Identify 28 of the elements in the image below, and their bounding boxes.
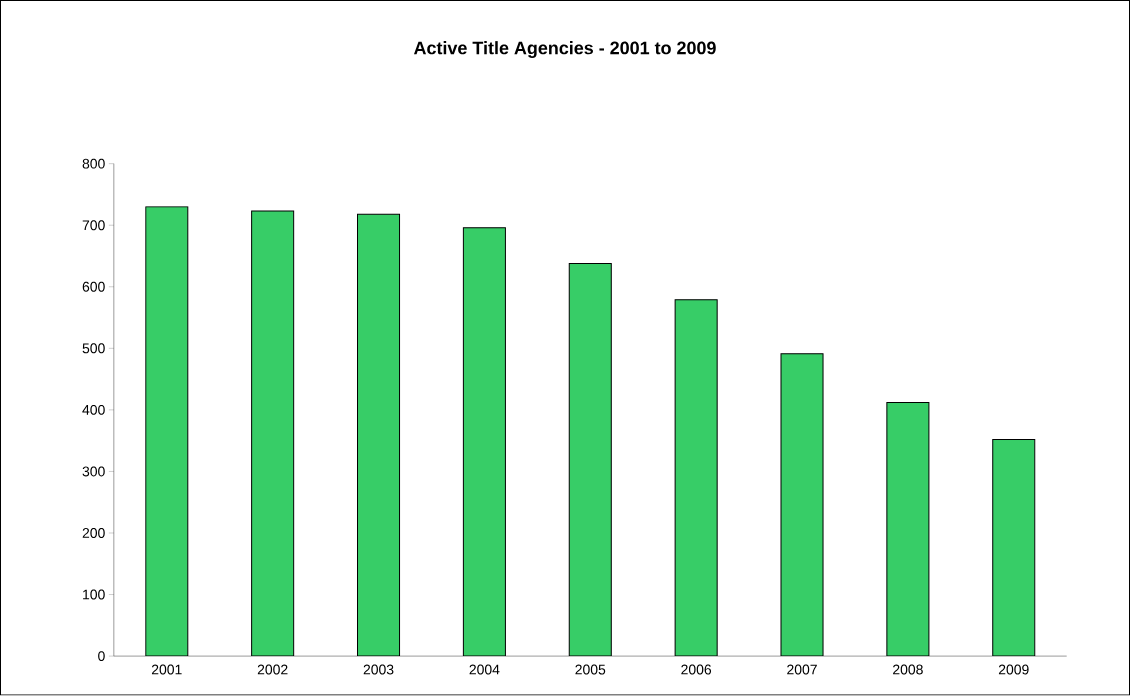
x-tick-label: 2002 — [257, 664, 288, 675]
x-tick-label: 2006 — [681, 664, 712, 675]
bar — [674, 299, 718, 657]
bar — [251, 210, 295, 657]
bar — [462, 227, 506, 657]
bar — [886, 402, 930, 657]
bar — [780, 353, 824, 657]
x-tick-label: 2005 — [575, 664, 606, 675]
chart-title: Active Title Agencies - 2001 to 2009 — [413, 41, 716, 59]
x-tick-label: 2004 — [469, 664, 500, 675]
x-tick-label: 2008 — [893, 664, 923, 675]
y-tick-label: 700 — [82, 220, 105, 231]
y-tick-label: 800 — [82, 158, 105, 169]
x-tick-label: 2003 — [363, 664, 394, 675]
bar — [568, 263, 612, 657]
bar — [357, 213, 401, 657]
y-tick-label: 200 — [82, 528, 105, 539]
bar — [992, 439, 1036, 657]
y-tick-label: 300 — [82, 466, 105, 477]
bar — [145, 206, 189, 657]
y-tick-label: 600 — [82, 282, 105, 292]
x-tick-label: 2007 — [787, 664, 817, 675]
x-tick-label: 2001 — [151, 664, 182, 675]
y-tick-label: 500 — [82, 343, 105, 354]
y-tick-label: 100 — [83, 589, 105, 600]
x-tick-label: 2009 — [998, 664, 1029, 675]
y-tick-label: 400 — [82, 405, 105, 416]
y-tick-label: 0 — [98, 651, 105, 662]
